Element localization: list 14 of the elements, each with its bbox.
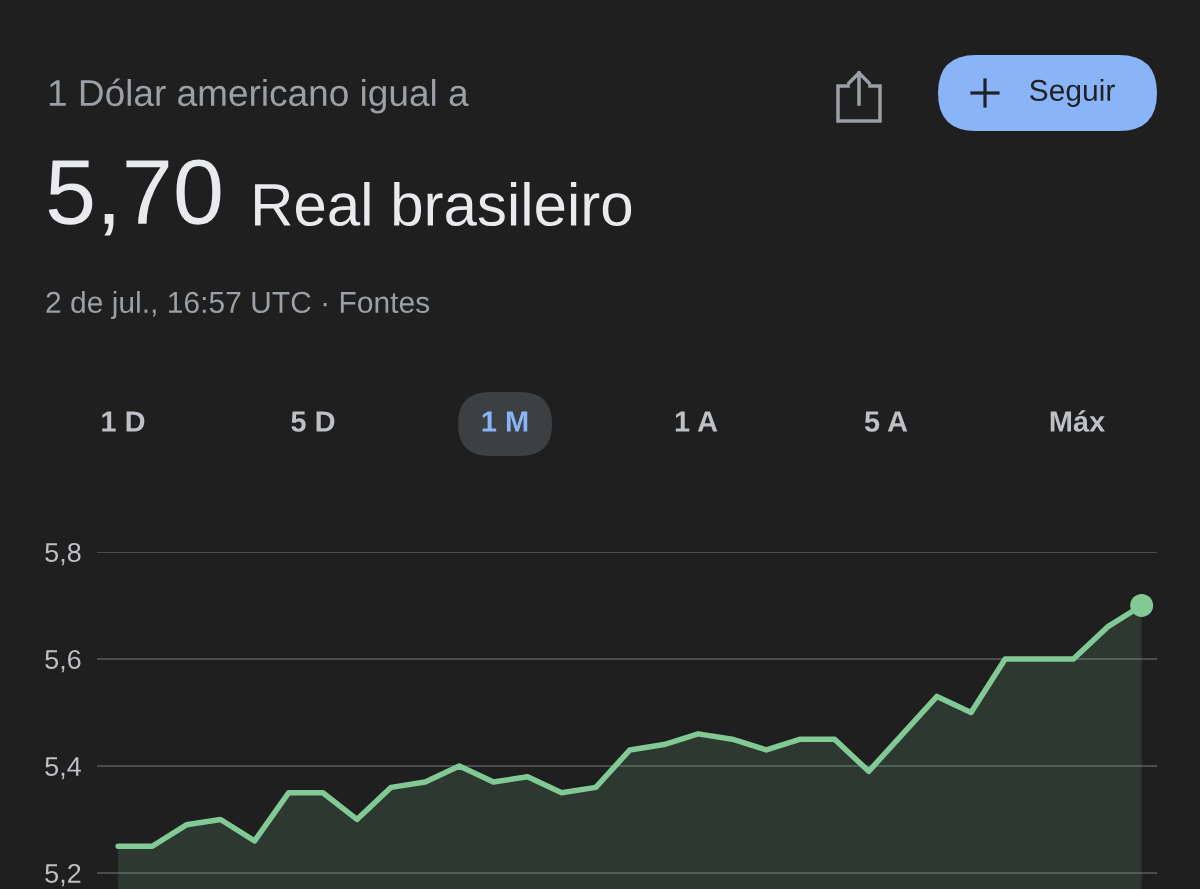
text: 5 D [291, 411, 335, 432]
text: 2 de jul., 16:57 UTC · Fontes [46, 291, 430, 319]
y-tick-label: 5,8 [45, 542, 81, 566]
text: 1 M [482, 411, 528, 432]
text: Seguir [1030, 79, 1115, 107]
text: 1 D [102, 411, 145, 432]
text: Máx [1050, 410, 1105, 432]
text: 1 A [675, 411, 718, 432]
chart-subtitle: 5,70 Real brasileiro [48, 159, 632, 236]
y-tick-label: 5,6 [45, 649, 81, 673]
chart-title: 1 Dólar americano igual a [49, 78, 469, 114]
text: 5 A [864, 411, 908, 432]
y-tick-label: 5,4 [45, 757, 81, 780]
y-tick-label: 5,2 [45, 863, 81, 887]
